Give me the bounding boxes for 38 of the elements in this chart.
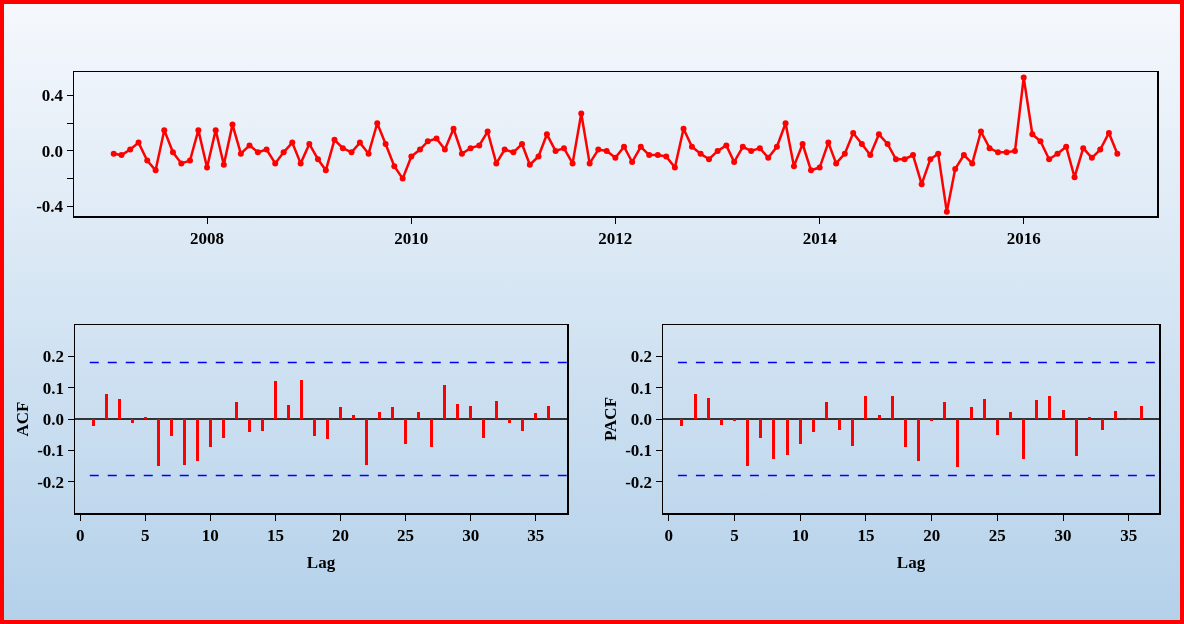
x-tick-label: 5 — [141, 525, 150, 545]
x-tick-label: 20 — [332, 525, 350, 545]
y-tick-label: 0.1 — [42, 378, 65, 398]
x-tick-label: 2008 — [190, 228, 225, 248]
x-tick-label: 10 — [791, 525, 809, 545]
x-axis-title: Lag — [306, 553, 336, 573]
x-tick-label: 5 — [730, 525, 739, 545]
x-tick-label: 35 — [527, 525, 545, 545]
y-tick-label: 0.2 — [42, 347, 65, 367]
y-tick-label: 0.0 — [41, 141, 64, 161]
y-tick-label: -0.1 — [37, 441, 65, 461]
y-tick-label: -0.2 — [37, 472, 65, 492]
y-tick-label: 0.0 — [630, 409, 653, 429]
x-tick-label: 2016 — [1006, 228, 1041, 248]
x-axis-title: Lag — [896, 553, 926, 573]
x-tick-label: 15 — [266, 525, 284, 545]
x-tick-label: 20 — [923, 525, 941, 545]
y-tick-label: -0.1 — [625, 441, 653, 461]
x-tick-label: 25 — [988, 525, 1006, 545]
y-tick-label: 0.4 — [41, 86, 64, 106]
y-axis-title: PACF — [600, 396, 620, 442]
x-tick-label: 2014 — [802, 228, 838, 248]
x-tick-label: 15 — [857, 525, 875, 545]
y-axis-title: ACF — [12, 401, 32, 437]
x-tick-label: 35 — [1120, 525, 1138, 545]
x-tick-label: 30 — [462, 525, 480, 545]
x-tick-label: 0 — [664, 525, 674, 545]
x-tick-label: 2012 — [598, 228, 633, 248]
x-tick-label: 2010 — [394, 228, 429, 248]
y-tick-label: -0.2 — [625, 472, 653, 492]
y-tick-label: 0.2 — [630, 347, 653, 367]
x-tick-label: 30 — [1054, 525, 1072, 545]
x-tick-label: 25 — [397, 525, 415, 545]
x-tick-label: 0 — [75, 525, 85, 545]
y-tick-label: 0.1 — [630, 378, 653, 398]
y-tick-label: 0.0 — [42, 409, 65, 429]
x-tick-label: 10 — [201, 525, 219, 545]
y-tick-label: -0.4 — [36, 197, 64, 217]
